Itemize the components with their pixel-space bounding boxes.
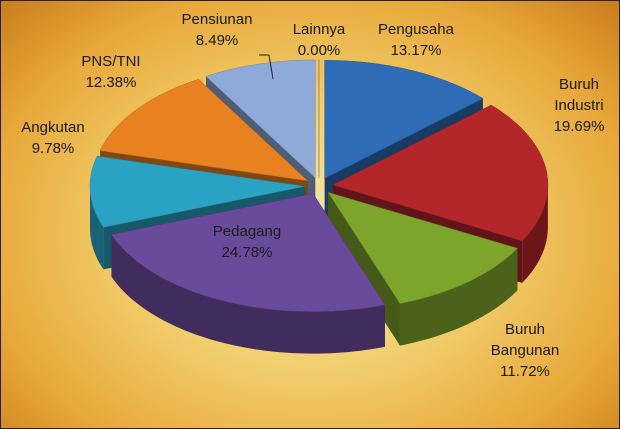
slice-name: Lainnya <box>279 19 359 40</box>
slice-name: Angkutan <box>8 117 98 138</box>
chart: Pengusaha13.17%Buruh Industri19.69%Buruh… <box>0 0 620 429</box>
slice-name: Pengusaha <box>366 19 466 40</box>
slice-name: Buruh Bangunan <box>485 319 565 361</box>
slice-name: PNS/TNI <box>66 51 156 72</box>
slice-value: 11.72% <box>485 361 565 382</box>
slice-value: 8.49% <box>172 30 262 51</box>
slice-value: 9.78% <box>8 138 98 159</box>
slice-name: Buruh Industri <box>549 74 609 116</box>
slice-value: 19.69% <box>549 116 609 137</box>
slice-value: 24.78% <box>197 242 297 263</box>
slice-value: 0.00% <box>279 40 359 61</box>
slice-value: 13.17% <box>366 40 466 61</box>
slice-value: 12.38% <box>66 72 156 93</box>
slice-name: Pedagang <box>197 221 297 242</box>
slice-name: Pensiunan <box>172 9 262 30</box>
